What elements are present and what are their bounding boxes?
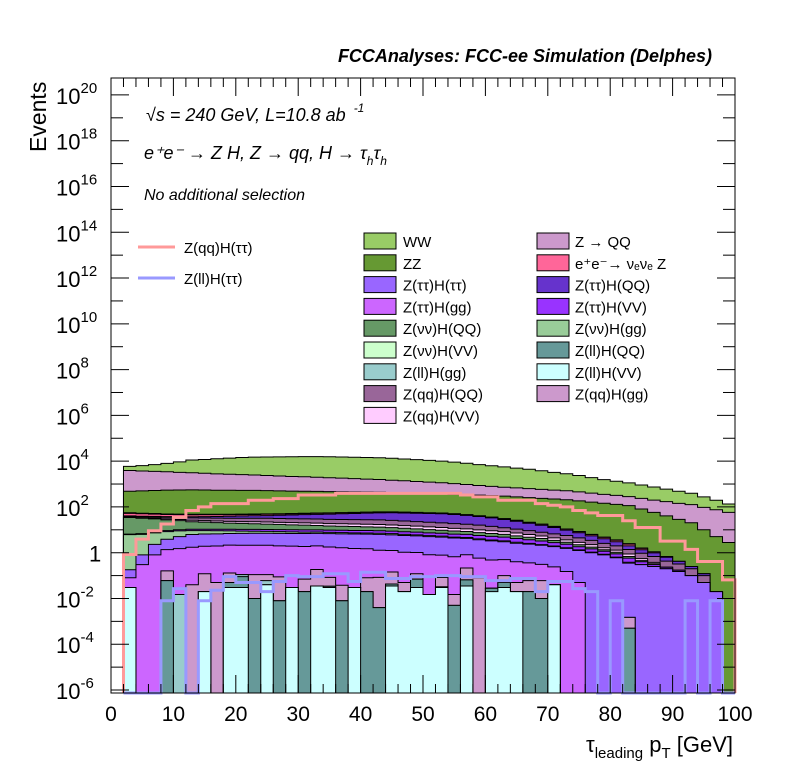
y-tick-label: 1010 [56,309,97,338]
y-tick-label: 10-4 [56,629,94,658]
legend-item: Z(ττ)H(ττ) [363,276,467,295]
legend-swatch [536,297,570,315]
x-tick-label: 20 [224,703,247,726]
legend-swatch [363,232,397,250]
legend-label: ZZ [403,256,421,273]
chart-title: FCCAnalyses: FCC-ee Simulation (Delphes) [338,46,712,66]
signal-line-z-qq-h- [121,491,737,693]
legend-item: Z(ll)H(VV) [536,363,642,382]
legend-item: WW [363,232,432,251]
y-tick-label: 106 [56,400,89,429]
legend-swatch [363,341,397,359]
legend-swatch [536,276,570,294]
y-tick-label: 1016 [56,171,97,200]
legend-swatch [536,232,570,250]
legend-swatch [363,319,397,337]
y-tick-label: 10-2 [56,583,94,612]
legend-label: Z → QQ [575,234,631,251]
axes: 0 10 20 30 40 50 60 70 80 90 100102010181016101410… [56,78,753,726]
legend-label: Z(νν)H(QQ) [403,321,481,338]
y-tick-label: 1018 [56,126,97,155]
x-tick-label: 40 [349,703,372,726]
legend-item: Z(νν)H(VV) [363,341,478,360]
legend-label: e⁺e⁻→ νₑνₑ Z [575,256,666,273]
signal-line-z-ll-h- [123,570,735,695]
legend-item: Z(νν)H(QQ) [363,319,481,338]
energy-luminosity-text: √s = 240 GeV, L=10.8 ab -1 [146,101,364,125]
selection-text: No additional selection [144,187,305,204]
legend-label: Z(ll)H(QQ) [575,343,645,360]
legend-item: Z(ll)H(ττ) [138,271,243,288]
legend-swatch [536,363,570,381]
x-axis-label: τleading pT [GeV] [586,732,733,762]
legend-item: Z → QQ [536,232,631,251]
legend-item: Z(ll)H(QQ) [536,341,645,360]
legend-swatch [536,385,570,403]
x-tick-label: 100 [717,703,752,726]
legend-item: Z(qq)H(VV) [363,406,480,425]
legend-item: Z(qq)H(ττ) [138,240,253,257]
legend-item: Z(ll)H(gg) [363,363,466,382]
legend-label: Z(ττ)H(VV) [575,299,647,316]
y-tick-label: 1 [89,542,101,567]
legend-swatch [363,297,397,315]
stack-layers [122,456,736,694]
legend-stack: WW ZZ Z(ττ)H(ττ) Z(ττ)H(gg) Z(νν)H(QQ) Z(νν)H… [363,232,666,425]
legend-item: Z(ττ)H(VV) [536,297,647,316]
x-tick-label: 80 [599,703,622,726]
x-tick-label: 70 [536,703,559,726]
y-tick-label: 1012 [56,263,97,292]
legend-label: Z(qq)H(gg) [575,387,648,404]
legend-label: Z(qq)H(QQ) [403,387,483,404]
legend-item: Z(νν)H(gg) [536,319,647,338]
legend-item: Z(qq)H(QQ) [363,385,483,404]
legend-swatch [536,254,570,272]
y-tick-label: 1020 [56,80,97,109]
legend-swatch [363,385,397,403]
process-text: e⁺e⁻ → Z H, Z → qq, H → τhτh [144,143,387,168]
x-tick-label: 50 [411,703,434,726]
legend-label: Z(qq)H(VV) [403,408,480,425]
legend-item: Z(qq)H(gg) [536,385,648,404]
y-tick-label: 102 [56,492,89,521]
plot-frame [110,77,736,694]
legend-label: Z(ll)H(VV) [575,365,642,382]
legend-lines: Z(qq)H(ττ) Z(ll)H(ττ) [138,240,253,288]
y-tick-label: 1014 [56,217,97,246]
legend-item: ZZ [363,254,421,273]
x-tick-label: 30 [287,703,310,726]
legend-swatch [363,276,397,294]
legend-label: Z(ττ)H(gg) [403,299,472,316]
legend-label: Z(νν)H(gg) [575,321,647,338]
legend-item: Z(ττ)H(gg) [363,297,472,316]
y-tick-label: 108 [56,355,89,384]
legend-label: Z(ττ)H(ττ) [403,278,467,295]
legend-swatch [363,363,397,381]
legend-label: WW [403,234,432,251]
legend-item: e⁺e⁻→ νₑνₑ Z [536,254,666,273]
legend-label: Z(ll)H(gg) [403,365,466,382]
legend-swatch [536,341,570,359]
y-tick-label: 104 [56,446,89,475]
x-tick-label: 0 [105,703,117,726]
legend-item: Z(ττ)H(QQ) [536,276,650,295]
x-tick-label: 60 [474,703,497,726]
legend-swatch [536,319,570,337]
legend-swatch [363,406,397,424]
legend-swatch [363,254,397,272]
legend-label: Z(qq)H(ττ) [184,240,253,257]
legend-label: Z(ll)H(ττ) [184,271,243,288]
legend-label: Z(νν)H(VV) [403,343,478,360]
x-tick-label: 90 [661,703,684,726]
signal-lines [121,491,737,695]
y-tick-label: 10-6 [56,675,94,704]
legend-label: Z(ττ)H(QQ) [575,278,650,295]
x-tick-label: 10 [162,703,185,726]
y-axis-label: Events [25,82,51,152]
